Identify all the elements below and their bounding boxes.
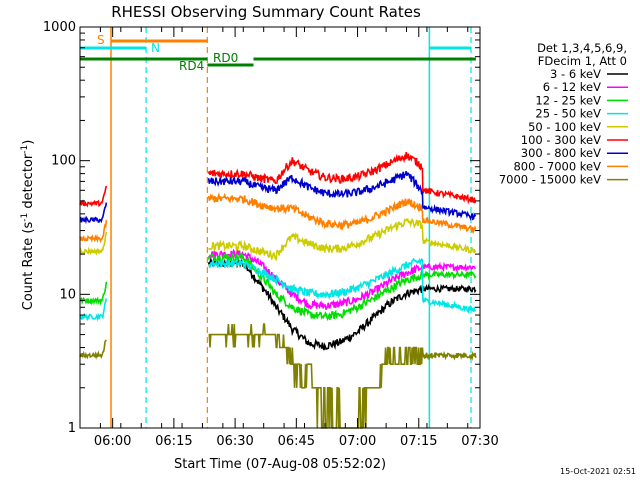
x-axis-label: Start Time (07-Aug-08 05:52:02)	[174, 457, 386, 472]
flag-bars: S N RD4 RD0	[80, 33, 476, 73]
series-line-7	[79, 191, 477, 244]
y-tick-label: 1000	[43, 20, 76, 35]
series-line-4	[79, 217, 477, 262]
y-tick-label: 100	[51, 154, 76, 169]
y-tick-label: 1	[68, 421, 76, 436]
flag-label-rd4: RD4	[179, 59, 204, 73]
x-tick-label: 06:15	[155, 434, 192, 449]
flag-label-rd0: RD0	[213, 51, 238, 65]
y-axis-label: Count Rate (s-1 detector-1)	[20, 140, 36, 311]
legend: Det 1,3,4,5,6,9,FDecim 1, Att 03 - 6 keV…	[499, 41, 628, 187]
legend-header-line: Det 1,3,4,5,6,9,	[537, 41, 627, 55]
axes: 1 10 100 1000 06:00 06:15 06:30 06:45 07:00 07:15…	[43, 20, 499, 449]
legend-label: 25 - 50 keV	[535, 107, 601, 121]
series-line-6	[79, 171, 477, 225]
legend-label: 3 - 6 keV	[550, 67, 601, 81]
flag-label-s: S	[97, 33, 105, 47]
series-line-1	[207, 248, 477, 310]
flag-label-n: N	[151, 41, 160, 55]
x-tick-label: 07:15	[400, 434, 437, 449]
x-tick-label: 06:45	[278, 434, 315, 449]
legend-label: 300 - 800 keV	[521, 146, 601, 160]
legend-header-line: FDecim 1, Att 0	[538, 54, 627, 68]
legend-label: 100 - 300 keV	[521, 133, 601, 147]
plot-box	[79, 26, 481, 429]
footer-timestamp: 15-Oct-2021 02:51	[560, 467, 636, 476]
series-line-8	[79, 323, 477, 429]
x-tick-label: 06:00	[94, 434, 131, 449]
legend-label: 12 - 25 keV	[535, 93, 601, 107]
legend-label: 6 - 12 keV	[543, 80, 601, 94]
plot-data	[79, 152, 477, 429]
series-line-0	[207, 256, 477, 351]
legend-label: 50 - 100 keV	[528, 120, 601, 134]
x-tick-label: 06:30	[216, 434, 253, 449]
plot-frame	[110, 27, 472, 428]
chart-title: RHESSI Observing Summary Count Rates	[111, 3, 421, 21]
series-line-5	[79, 152, 476, 208]
y-tick-label: 10	[59, 287, 76, 302]
legend-label: 7000 - 15000 keV	[499, 173, 601, 187]
x-tick-label: 07:30	[461, 434, 498, 449]
x-tick-label: 07:00	[339, 434, 376, 449]
legend-label: 800 - 7000 keV	[513, 159, 601, 173]
